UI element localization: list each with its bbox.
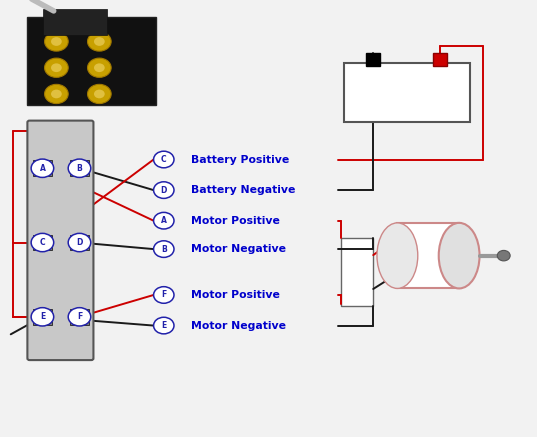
Text: Motor Negative: Motor Negative	[191, 321, 286, 330]
Bar	[33, 160, 52, 176]
Text: A: A	[161, 216, 166, 225]
Bar	[366, 53, 380, 66]
Text: B: B	[161, 245, 166, 253]
Text: F: F	[161, 291, 166, 299]
Circle shape	[68, 308, 91, 326]
Text: Motor Negative: Motor Negative	[191, 244, 286, 254]
Bar	[341, 238, 373, 306]
Text: E: E	[40, 312, 45, 321]
Circle shape	[154, 212, 174, 229]
Circle shape	[68, 233, 91, 252]
Text: C: C	[161, 155, 166, 164]
Circle shape	[88, 84, 111, 104]
FancyBboxPatch shape	[27, 121, 93, 360]
Bar	[70, 309, 89, 325]
Text: D: D	[76, 238, 83, 247]
Circle shape	[154, 287, 174, 303]
Text: D: D	[161, 186, 167, 194]
Ellipse shape	[439, 223, 480, 288]
Circle shape	[94, 63, 105, 72]
Circle shape	[31, 233, 54, 252]
Bar	[344, 63, 470, 122]
Text: F: F	[77, 312, 82, 321]
Circle shape	[68, 159, 91, 177]
Circle shape	[154, 182, 174, 198]
Text: C: C	[40, 238, 45, 247]
Text: E: E	[161, 321, 166, 330]
Circle shape	[154, 317, 174, 334]
Circle shape	[154, 151, 174, 168]
Bar	[70, 235, 89, 250]
Circle shape	[94, 37, 105, 46]
Text: Battery Positive: Battery Positive	[191, 155, 289, 164]
Text: B: B	[77, 164, 82, 173]
Bar	[433, 53, 447, 66]
Bar	[33, 235, 52, 250]
Text: A: A	[40, 164, 45, 173]
Circle shape	[51, 63, 62, 72]
Circle shape	[45, 32, 68, 51]
Circle shape	[45, 58, 68, 77]
Ellipse shape	[377, 223, 418, 288]
Bar	[397, 223, 459, 288]
Bar	[43, 9, 107, 35]
Circle shape	[94, 90, 105, 98]
Circle shape	[154, 241, 174, 257]
Text: Battery Negative: Battery Negative	[191, 185, 295, 195]
Circle shape	[51, 37, 62, 46]
Bar	[33, 309, 52, 325]
Bar	[70, 160, 89, 176]
Circle shape	[51, 90, 62, 98]
Circle shape	[45, 84, 68, 104]
Text: Motor Positive: Motor Positive	[191, 290, 280, 300]
Circle shape	[88, 32, 111, 51]
Circle shape	[497, 250, 510, 261]
Text: Motor Positive: Motor Positive	[191, 216, 280, 225]
Bar	[27, 17, 156, 105]
Circle shape	[31, 308, 54, 326]
Circle shape	[31, 159, 54, 177]
Circle shape	[88, 58, 111, 77]
